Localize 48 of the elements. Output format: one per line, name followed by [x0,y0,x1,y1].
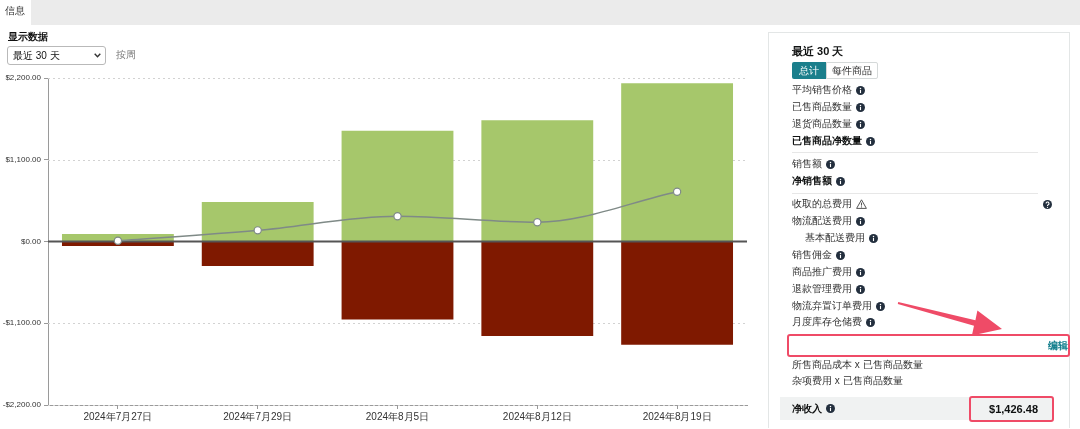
text: 所售商品成本 x 已售商品数量 [792,358,923,371]
y-tick-label: -$2,200.00 [2,400,42,410]
bar [621,242,734,345]
x-tick-label: 2024年8月12日 [502,410,572,422]
point [672,187,682,196]
bar [621,83,734,241]
point [533,217,542,227]
y-tick-label: $1,100.00 [5,154,42,164]
text: 平均销售价格 [792,84,852,96]
bar [481,242,594,336]
text: 物流配送费用 [792,215,852,227]
text: 净收入 [792,402,822,415]
text: 按周 [116,49,136,61]
text: 月度库存仓储费 [792,316,862,328]
point [253,226,262,235]
text: 物流弃置订单费用 [792,300,872,312]
chart-title: 显示数据 [8,31,48,43]
toggle-button[interactable]: 总计 [792,62,826,79]
bar [341,130,454,241]
toggle-button[interactable]: 每件商品 [826,62,878,79]
text: 最近 30 天 [792,44,844,58]
y-tick-label: $2,200.00 [5,73,42,83]
x-tick-label: 2024年7月29日 [223,410,293,422]
text: 杂项费用 x 已售商品数量 [792,374,903,387]
text: 退货商品数量 [792,118,852,130]
bar [341,242,454,320]
bar [481,120,594,241]
y-tick-label: -$1,100.00 [2,318,42,328]
text: 已售商品净数量 [792,135,862,147]
edit-link[interactable]: 编辑 [1048,339,1068,352]
x-tick-label: 2024年7月27日 [83,410,153,422]
text: 商品推广费用 [792,266,852,278]
point [113,236,123,245]
text: 净销售额 [792,175,832,187]
y-tick-label: $0.00 [20,236,42,246]
point [393,212,402,221]
x-tick-label: 2024年8月5日 [365,410,430,422]
bar [201,202,314,241]
text: 已售商品数量 [792,101,852,113]
text: 收取的总费用 [792,198,852,210]
bar [201,242,314,267]
text: 销售佣金 [792,249,832,261]
text: $1,426.48 [988,401,1038,416]
dropdown[interactable]: 最近 30 天 [7,46,106,65]
text: 销售额 [792,158,822,170]
text: 基本配送费用 [805,232,865,244]
x-tick-label: 2024年8月19日 [642,410,712,422]
text: 退款管理费用 [792,283,852,295]
